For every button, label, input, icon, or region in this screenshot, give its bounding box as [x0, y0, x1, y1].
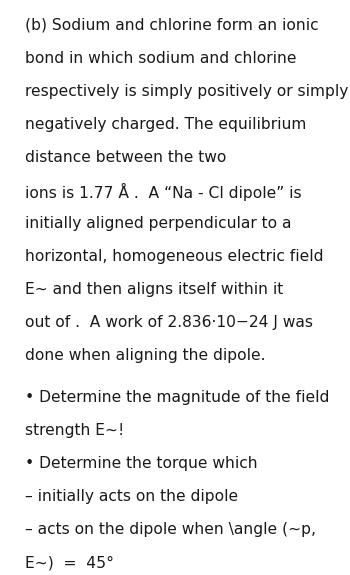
Text: bond in which sodium and chlorine: bond in which sodium and chlorine	[25, 51, 296, 66]
Text: out of .  A work of 2.836·10−24 J was: out of . A work of 2.836·10−24 J was	[25, 315, 313, 330]
Text: ions is 1.77 Å .  A “Na - Cl dipole” is: ions is 1.77 Å . A “Na - Cl dipole” is	[25, 183, 301, 201]
Text: – initially acts on the dipole: – initially acts on the dipole	[25, 489, 238, 504]
Text: • Determine the magnitude of the field: • Determine the magnitude of the field	[25, 390, 329, 405]
Text: – acts on the dipole when \angle (~p,: – acts on the dipole when \angle (~p,	[25, 522, 315, 537]
Text: negatively charged. The equilibrium: negatively charged. The equilibrium	[25, 117, 306, 132]
Text: strength E~!: strength E~!	[25, 423, 124, 438]
Text: E~)  =  45°: E~) = 45°	[25, 555, 113, 570]
Text: respectively is simply positively or simply: respectively is simply positively or sim…	[25, 84, 348, 99]
Text: (b) Sodium and chlorine form an ionic: (b) Sodium and chlorine form an ionic	[25, 18, 318, 33]
Text: E~ and then aligns itself within it: E~ and then aligns itself within it	[25, 282, 283, 297]
Text: distance between the two: distance between the two	[25, 150, 226, 165]
Text: • Determine the torque which: • Determine the torque which	[25, 456, 257, 471]
Text: initially aligned perpendicular to a: initially aligned perpendicular to a	[25, 216, 291, 231]
Text: horizontal, homogeneous electric field: horizontal, homogeneous electric field	[25, 249, 323, 264]
Text: done when aligning the dipole.: done when aligning the dipole.	[25, 348, 265, 363]
